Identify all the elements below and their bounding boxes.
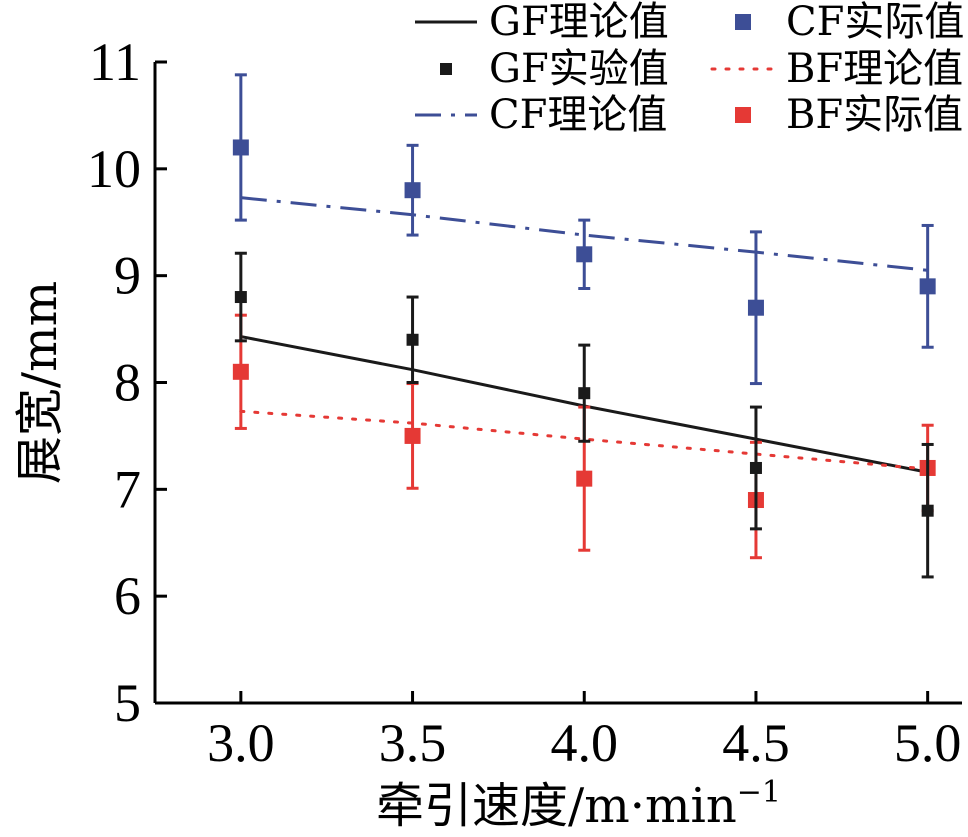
legend-label: GF理论值 <box>489 0 669 45</box>
series-layer <box>232 73 936 579</box>
x-axis-title-main: 牵引速度/m·min <box>376 778 737 834</box>
data-point <box>234 291 247 304</box>
y-tick-label: 11 <box>89 32 141 92</box>
y-tick-label: 10 <box>87 139 141 199</box>
legend-swatch-marker <box>440 63 452 75</box>
y-tick-label: 8 <box>114 353 141 413</box>
axes: 5 6 7 8 9 10 11 3.0 3.5 4.0 4.5 5.0 <box>87 32 962 773</box>
series-BF理论值 <box>239 409 930 471</box>
data-point <box>576 246 593 263</box>
series-CF理论值 <box>240 196 928 272</box>
series-line <box>239 409 930 471</box>
x-tick-label: 4.5 <box>722 713 790 773</box>
data-point <box>749 461 762 474</box>
data-point <box>406 333 419 346</box>
data-point <box>232 139 249 156</box>
legend-label: BF理论值 <box>786 46 963 92</box>
legend-item-GF实验值: GF实验值 <box>440 46 669 92</box>
legend-label: GF实验值 <box>489 46 669 92</box>
data-point <box>576 470 593 487</box>
series-line <box>240 196 928 272</box>
x-tick-label: 3.0 <box>207 713 275 773</box>
x-axis-title: 牵引速度/m·min−1 <box>376 775 781 834</box>
y-tick-label: 9 <box>114 246 141 306</box>
legend-item-GF理论值: GF理论值 <box>415 0 669 45</box>
x-axis-title-superscript: −1 <box>737 775 781 810</box>
legend-item-BF理论值: BF理论值 <box>710 46 963 92</box>
legend-item-CF实际值: CF实际值 <box>735 0 964 45</box>
legend-item-CF理论值: CF理论值 <box>415 92 667 138</box>
y-tick-label: 6 <box>114 566 141 626</box>
data-point <box>919 278 936 295</box>
x-tick-label: 5.0 <box>894 713 962 773</box>
data-point <box>232 363 249 380</box>
x-tick-label: 4.0 <box>551 713 619 773</box>
legend: GF理论值 CF实际值 GF实验值 BF理论值 CF理论值 BF实际值 <box>415 0 964 138</box>
data-point <box>747 299 764 316</box>
legend-swatch-marker <box>735 107 751 123</box>
y-axis-title: 展宽/mm <box>12 281 68 484</box>
legend-swatch-marker <box>735 14 751 30</box>
data-point <box>921 504 934 517</box>
legend-label: CF实际值 <box>786 0 964 45</box>
legend-item-BF实际值: BF实际值 <box>735 92 963 138</box>
series-CF实际值 <box>232 73 936 386</box>
legend-label: BF实际值 <box>786 92 963 138</box>
x-tick-label: 3.5 <box>379 713 447 773</box>
y-tick-label: 5 <box>114 673 141 733</box>
data-point <box>578 387 591 400</box>
legend-label: CF理论值 <box>489 92 667 138</box>
data-point <box>404 427 421 444</box>
y-tick-label: 7 <box>114 459 141 519</box>
series-GF实验值 <box>234 251 934 579</box>
data-point <box>404 182 421 199</box>
